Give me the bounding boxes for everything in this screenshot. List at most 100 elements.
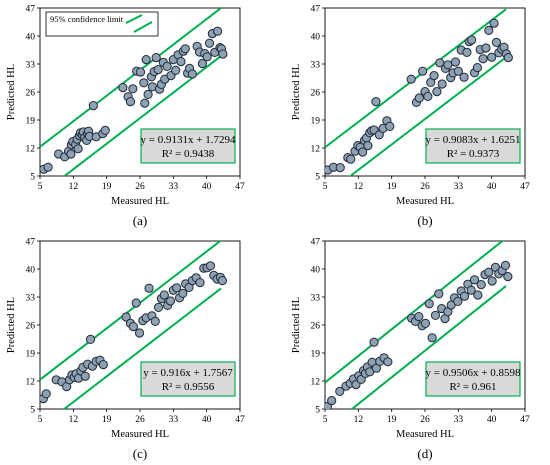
y-tick-label: 19 xyxy=(26,350,36,360)
data-point xyxy=(165,296,176,306)
data-point xyxy=(134,328,145,338)
data-point xyxy=(406,74,416,84)
x-tick-label: 33 xyxy=(169,415,179,425)
y-tick-label: 5 xyxy=(30,406,35,416)
data-point xyxy=(437,79,447,89)
panel-label: (d) xyxy=(417,446,432,461)
data-point xyxy=(139,78,149,88)
data-point xyxy=(450,57,461,67)
data-point xyxy=(66,149,76,159)
data-point xyxy=(151,53,161,63)
r-squared: R² = 0.961 xyxy=(449,381,496,393)
upper-confidence-limit-line xyxy=(40,8,222,148)
data-point xyxy=(466,285,476,295)
x-tick-label: 26 xyxy=(420,182,430,192)
data-point xyxy=(178,288,188,299)
data-point xyxy=(484,267,494,277)
x-tick-label: 40 xyxy=(202,182,212,192)
data-point xyxy=(202,52,212,62)
y-tick-label: 19 xyxy=(26,117,36,127)
data-point xyxy=(462,47,472,58)
y-tick-label: 40 xyxy=(26,33,36,43)
scatter-chart: 5 12 19 26 33 40 47 5 12 19 26 33 40 47 y = 0.916x + 1… xyxy=(6,238,245,462)
data-point xyxy=(195,278,205,288)
lower-confidence-limit-line xyxy=(62,287,222,409)
data-point xyxy=(150,316,160,327)
data-point xyxy=(414,93,424,103)
legend-label: 95% confidence limit xyxy=(50,14,124,24)
y-axis-title: Predicted HL xyxy=(6,64,17,120)
data-point xyxy=(420,318,431,329)
y-tick-label: 26 xyxy=(311,89,321,99)
x-tick-label: 5 xyxy=(323,415,328,425)
y-tick-label: 33 xyxy=(26,61,36,71)
x-tick-label: 12 xyxy=(354,182,364,192)
x-tick-label: 19 xyxy=(102,182,112,192)
data-point xyxy=(429,71,439,81)
y-axis-title: Predicted HL xyxy=(291,64,302,120)
data-point xyxy=(476,280,486,290)
panel-label: (c) xyxy=(133,446,147,461)
data-point xyxy=(73,144,83,154)
y-tick-label: 12 xyxy=(311,145,321,155)
data-point xyxy=(153,65,163,75)
data-point xyxy=(432,87,442,97)
x-tick-label: 26 xyxy=(420,415,430,425)
data-point xyxy=(143,89,153,100)
equation-box xyxy=(140,361,236,397)
data-point xyxy=(335,163,345,173)
data-point xyxy=(100,125,110,135)
data-point xyxy=(172,283,182,293)
data-point xyxy=(327,396,337,406)
data-point xyxy=(140,98,150,108)
data-point xyxy=(41,389,51,399)
data-point xyxy=(128,84,138,94)
data-point xyxy=(430,310,441,321)
x-tick-label: 12 xyxy=(69,415,79,425)
data-point xyxy=(358,147,368,157)
data-point xyxy=(80,371,90,381)
x-tick-label: 40 xyxy=(487,415,497,425)
lower-confidence-limit-line xyxy=(350,285,507,409)
y-axis-title: Predicted HL xyxy=(6,297,17,353)
lower-confidence-limit-line xyxy=(348,56,507,176)
data-point xyxy=(98,360,108,370)
data-point xyxy=(489,18,499,28)
panel-label: (a) xyxy=(133,213,147,228)
scatter-chart: 5 12 19 26 33 40 47 5 12 19 26 33 40 47 95% confidence… xyxy=(6,5,245,229)
equation-box xyxy=(140,128,236,164)
data-point xyxy=(85,334,96,345)
scatter-chart: 5 12 19 26 33 40 47 5 12 19 26 33 40 47 y = 0.9506x + … xyxy=(291,238,530,462)
legend-swatch xyxy=(125,14,143,24)
x-tick-label: 33 xyxy=(454,415,464,425)
data-point xyxy=(217,276,227,286)
data-point xyxy=(128,322,138,332)
lower-confidence-limit-line xyxy=(62,55,222,176)
x-tick-label: 12 xyxy=(69,182,79,192)
y-tick-label: 33 xyxy=(311,294,321,304)
panel-label: (b) xyxy=(417,213,432,228)
data-point xyxy=(363,141,373,151)
x-tick-label: 33 xyxy=(454,182,464,192)
x-tick-label: 47 xyxy=(520,415,530,425)
y-tick-label: 26 xyxy=(26,322,36,332)
y-tick-label: 5 xyxy=(315,406,320,416)
data-point xyxy=(213,26,223,36)
chart-panel-a: 5 12 19 26 33 40 47 5 12 19 26 33 40 47 95% confidence… xyxy=(0,0,265,232)
y-tick-label: 26 xyxy=(311,322,321,332)
y-tick-label: 5 xyxy=(315,173,320,183)
data-point xyxy=(43,162,53,172)
data-point xyxy=(487,52,497,62)
regression-equation: y = 0.9506x + 0.8598 xyxy=(426,367,521,379)
equation-box xyxy=(425,361,521,397)
data-point xyxy=(414,312,424,322)
upper-confidence-limit-line xyxy=(40,241,222,381)
x-axis-title: Measured HL xyxy=(396,196,454,207)
data-point xyxy=(187,69,197,79)
x-axis-title: Measured HL xyxy=(111,196,169,207)
data-point xyxy=(141,55,151,65)
chart-panel-d: 5 12 19 26 33 40 47 5 12 19 26 33 40 47 y = 0.9506x + … xyxy=(285,233,550,465)
data-point xyxy=(443,60,453,70)
x-tick-label: 5 xyxy=(323,182,328,192)
x-tick-label: 19 xyxy=(387,182,397,192)
